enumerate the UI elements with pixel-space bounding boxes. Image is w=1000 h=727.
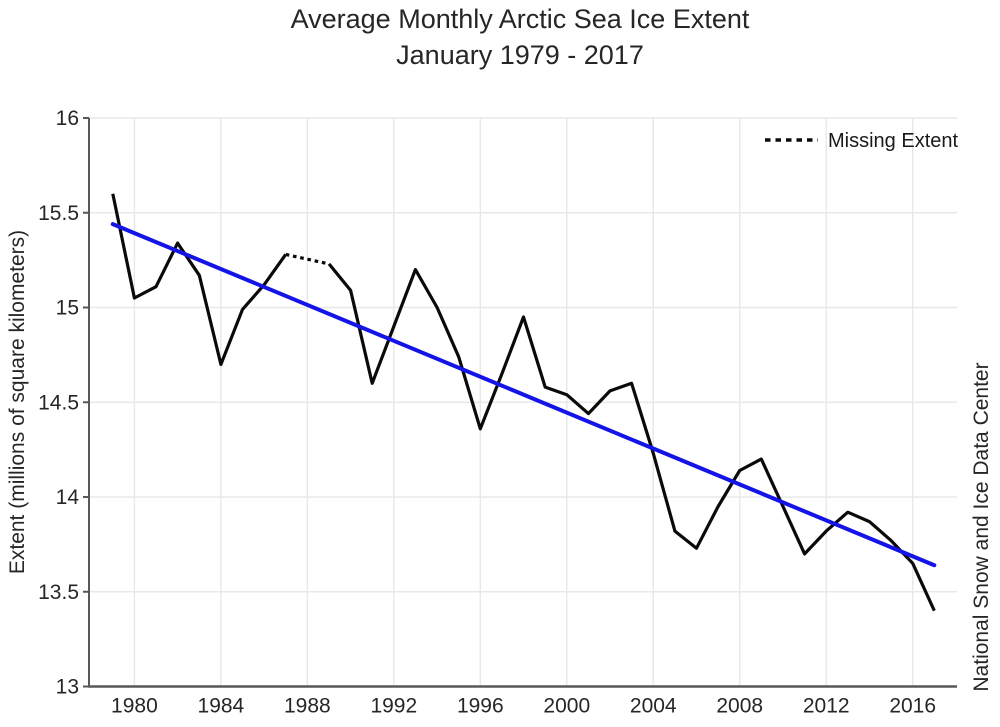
y-tick-label: 13 (56, 676, 79, 699)
y-tick-label: 15 (56, 297, 79, 320)
y-tick-label: 15.5 (38, 202, 79, 225)
legend: Missing Extent (765, 130, 958, 152)
credit-label: National Snow and Ice Data Center (970, 362, 993, 691)
x-tick-label: 2000 (543, 695, 590, 718)
y-axis-title: Extent (millions of square kilometers) (6, 230, 29, 574)
extent-line (111, 193, 288, 366)
x-tick-label: 1988 (284, 695, 331, 718)
x-tick-label: 2004 (630, 695, 677, 718)
x-tick-label: 2012 (803, 695, 850, 718)
y-tick-label: 13.5 (38, 581, 79, 604)
x-tick-label: 2008 (716, 695, 763, 718)
axes (83, 117, 957, 688)
y-tick-labels: 13 13.5 14 14.5 15 15.5 16 (38, 107, 79, 699)
missing-extent-legend-label: Missing Extent (828, 130, 958, 152)
x-tick-label: 1996 (457, 695, 504, 718)
chart-subtitle: January 1979 - 2017 (396, 40, 644, 70)
x-tick-label: 2016 (889, 695, 936, 718)
x-tick-labels: 1980 1984 1988 1992 1996 2000 2004 2008 2012 2016 (111, 695, 936, 718)
y-tick-label: 14.5 (38, 391, 79, 414)
x-tick-label: 1984 (198, 695, 245, 718)
data-series (110, 193, 937, 612)
chart-title: Average Monthly Arctic Sea Ice Extent (291, 4, 750, 34)
x-tick-label: 1980 (111, 695, 158, 718)
extent-line (327, 262, 936, 612)
gridlines (89, 117, 957, 687)
y-tick-label: 14 (56, 486, 80, 509)
x-tick-label: 1992 (370, 695, 417, 718)
y-tick-label: 16 (56, 107, 79, 130)
trend-line (110, 222, 937, 568)
